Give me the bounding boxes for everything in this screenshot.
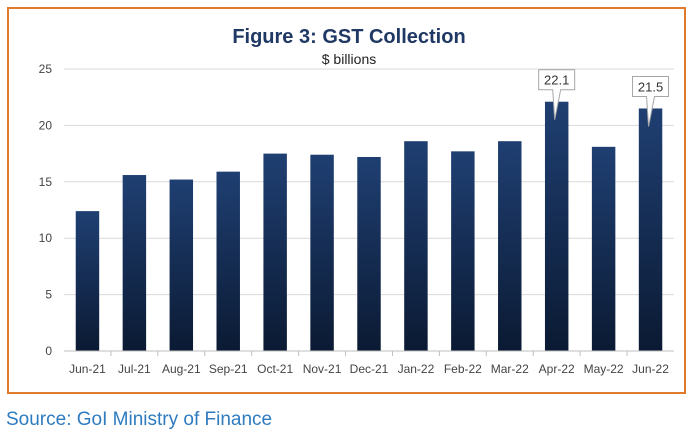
x-tick-label: Feb-22 — [444, 362, 482, 376]
bar — [544, 101, 569, 351]
x-tick-label: Sep-21 — [209, 362, 248, 376]
data-labels: 22.1 21.5 — [538, 69, 670, 127]
bar — [404, 141, 428, 351]
y-tick-label: 10 — [39, 231, 53, 245]
chart-frame: Figure 3: GST Collection $ billions 22.1… — [7, 7, 686, 394]
x-tick-label: Nov-21 — [303, 362, 342, 376]
x-tick-label: Aug-21 — [162, 362, 201, 376]
x-tick-label: Oct-21 — [257, 362, 293, 376]
bar — [75, 211, 100, 351]
callout-box — [538, 69, 576, 120]
y-tick-label: 5 — [45, 288, 52, 302]
y-tick-label: 15 — [39, 175, 53, 189]
source-note: Source: GoI Ministry of Finance — [6, 409, 273, 430]
x-tick-label: Jan-22 — [398, 362, 435, 376]
data-label-callout: 21.5 — [632, 75, 670, 127]
x-tick-label: Apr-22 — [539, 362, 575, 376]
x-tick-label: Mar-22 — [491, 362, 529, 376]
bar — [357, 156, 381, 351]
bar — [263, 153, 287, 351]
y-tick-label: 0 — [45, 344, 52, 358]
bar — [451, 151, 475, 351]
bar — [122, 175, 147, 351]
data-label: 21.5 — [638, 79, 663, 94]
chart-svg: Figure 3: GST Collection $ billions 22.1… — [39, 26, 674, 376]
x-tick-label: Jun-22 — [632, 362, 669, 376]
bars — [75, 101, 663, 351]
axes: 0 5 10 15 20 25 Jun-21 Jul-21 Aug-21 Sep-21 Oct-21… — [39, 62, 674, 376]
bar — [498, 141, 522, 351]
bar — [310, 154, 334, 351]
chart-subtitle: $ billions — [322, 51, 376, 67]
bar — [169, 179, 194, 351]
x-tick-label: May-22 — [584, 362, 624, 376]
x-tick-label: Jul-21 — [118, 362, 151, 376]
bar — [591, 146, 616, 351]
bar — [216, 171, 240, 351]
x-tick-label: Jun-21 — [69, 362, 106, 376]
callout-box — [632, 75, 670, 127]
data-label: 22.1 — [544, 73, 569, 88]
y-tick-label: 20 — [39, 118, 53, 132]
data-label-callout: 22.1 — [538, 69, 576, 120]
y-tick-label: 25 — [39, 62, 53, 76]
x-tick-label: Dec-21 — [350, 362, 389, 376]
chart-title: Figure 3: GST Collection — [232, 26, 465, 48]
bar — [638, 108, 663, 351]
